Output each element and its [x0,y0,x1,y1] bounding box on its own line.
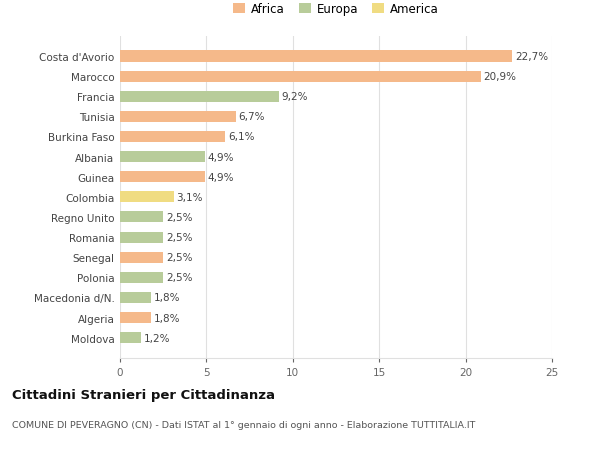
Text: 1,8%: 1,8% [154,293,180,303]
Text: 6,1%: 6,1% [228,132,254,142]
Text: 2,5%: 2,5% [166,213,192,223]
Bar [120,112,236,123]
Bar [120,151,205,163]
Text: 3,1%: 3,1% [176,192,203,202]
Text: 22,7%: 22,7% [515,52,548,62]
Bar [120,192,173,203]
Bar [120,51,512,62]
Bar [120,252,163,263]
Bar [120,91,279,102]
Bar [120,232,163,243]
Text: 20,9%: 20,9% [484,72,517,82]
Text: 9,2%: 9,2% [281,92,308,102]
Bar [120,212,163,223]
Bar [120,292,151,303]
Text: 1,8%: 1,8% [154,313,180,323]
Text: COMUNE DI PEVERAGNO (CN) - Dati ISTAT al 1° gennaio di ogni anno - Elaborazione : COMUNE DI PEVERAGNO (CN) - Dati ISTAT al… [12,420,475,429]
Text: 4,9%: 4,9% [207,152,234,162]
Text: 1,2%: 1,2% [143,333,170,343]
Bar [120,172,205,183]
Bar [120,272,163,283]
Bar [120,72,481,83]
Text: Cittadini Stranieri per Cittadinanza: Cittadini Stranieri per Cittadinanza [12,388,275,401]
Text: 2,5%: 2,5% [166,233,192,242]
Text: 2,5%: 2,5% [166,273,192,283]
Text: 2,5%: 2,5% [166,252,192,263]
Bar [120,132,226,143]
Bar [120,312,151,323]
Legend: Africa, Europa, America: Africa, Europa, America [231,1,441,18]
Text: 4,9%: 4,9% [207,172,234,182]
Bar [120,332,141,343]
Text: 6,7%: 6,7% [238,112,265,122]
